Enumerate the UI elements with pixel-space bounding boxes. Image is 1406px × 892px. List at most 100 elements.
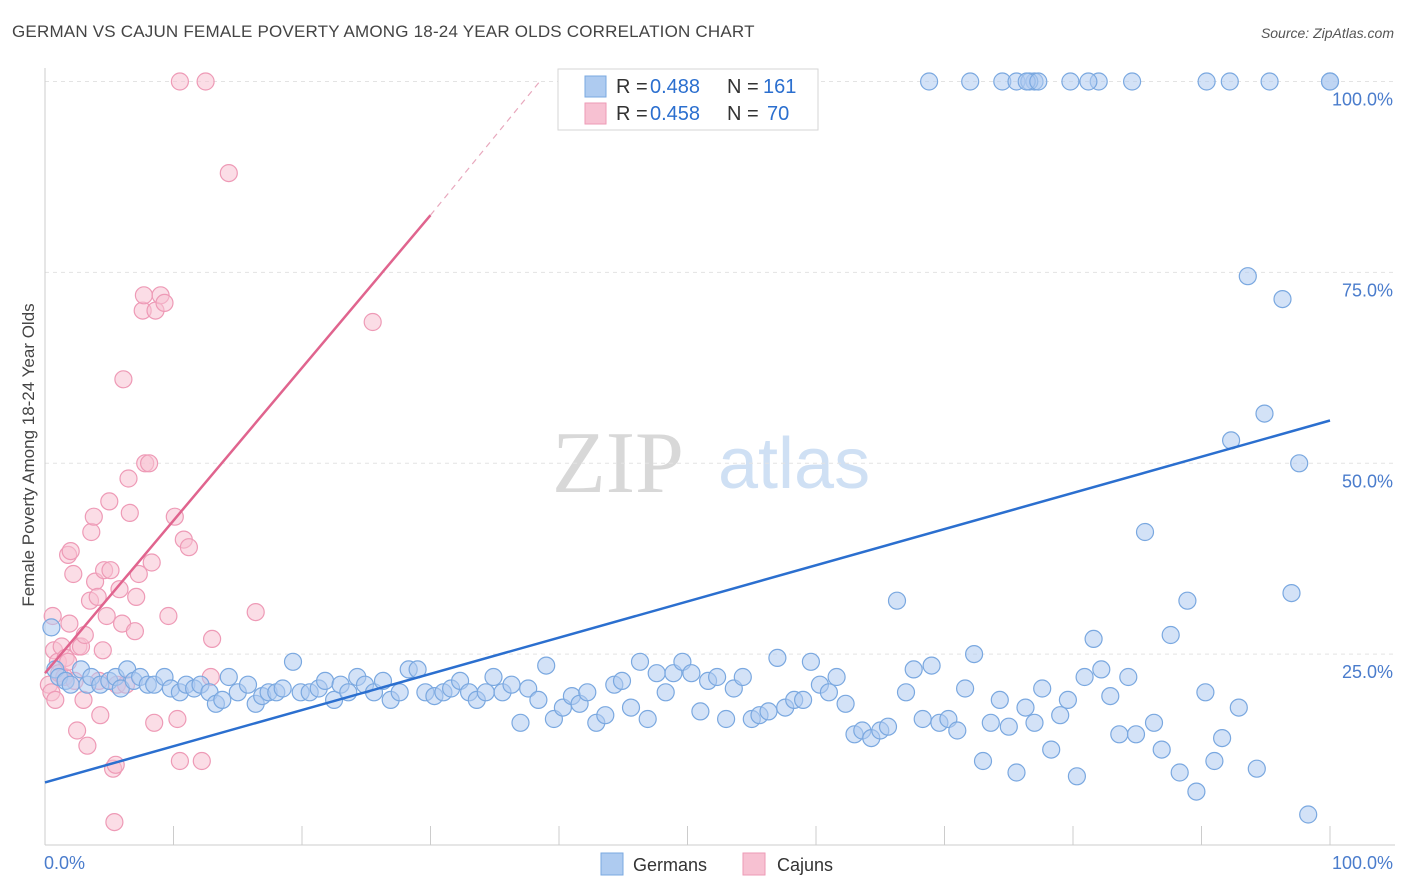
germans-point bbox=[273, 679, 292, 698]
cajuns-point bbox=[159, 606, 178, 626]
cajuns-point bbox=[179, 538, 198, 557]
germans-point bbox=[1025, 713, 1044, 732]
germans-point bbox=[961, 72, 980, 91]
cajuns-point bbox=[120, 503, 139, 523]
germans-point bbox=[1290, 454, 1309, 473]
cajuns-point bbox=[60, 614, 79, 633]
cajuns-point bbox=[170, 751, 189, 771]
grid-lines bbox=[45, 81, 1395, 655]
germans-point bbox=[904, 660, 923, 679]
germans-r-value: 0.488 bbox=[650, 76, 700, 98]
x-tick-label-max: 100.0% bbox=[1332, 853, 1393, 873]
germans-point bbox=[1058, 690, 1078, 710]
germans-point bbox=[896, 683, 916, 702]
germans-point bbox=[1187, 782, 1206, 801]
germans-point bbox=[656, 683, 675, 702]
cajuns-point bbox=[78, 736, 97, 755]
germans-point bbox=[981, 713, 1000, 732]
germans-point bbox=[1101, 686, 1120, 706]
y-axis-title: Female Poverty Among 18-24 Year Olds bbox=[19, 303, 38, 606]
legend-germans-label: Germans bbox=[633, 855, 707, 875]
germans-point bbox=[612, 671, 632, 691]
germans-point bbox=[1084, 629, 1103, 649]
germans-point bbox=[1161, 625, 1180, 645]
germans-point bbox=[283, 652, 303, 671]
cajuns-point bbox=[46, 690, 65, 710]
legend-cajuns-swatch bbox=[742, 852, 766, 876]
germans-point bbox=[1092, 660, 1111, 679]
stats-legend: R = 0.488 N = 161 R = 0.458 N = 70 bbox=[557, 68, 819, 131]
cajuns-point bbox=[142, 553, 161, 572]
germans-point bbox=[919, 72, 939, 91]
germans-point bbox=[913, 709, 932, 729]
germans-point bbox=[1152, 740, 1171, 759]
germans-point bbox=[1033, 679, 1052, 698]
cajuns-point bbox=[363, 312, 382, 332]
cajuns-point bbox=[219, 164, 238, 183]
germans-point bbox=[511, 713, 530, 732]
germans-point bbox=[1299, 805, 1318, 824]
cajuns-r-value: 0.458 bbox=[650, 103, 700, 125]
germans-n-label: N = bbox=[727, 76, 759, 98]
cajuns-point bbox=[170, 72, 189, 91]
germans-point bbox=[1042, 740, 1061, 759]
watermark-atlas: atlas bbox=[718, 424, 870, 504]
germans-point bbox=[733, 667, 752, 687]
cajuns-point bbox=[91, 706, 110, 725]
germans-point bbox=[238, 675, 258, 694]
germans-point bbox=[793, 690, 813, 710]
germans-point bbox=[316, 671, 335, 691]
germans-point bbox=[990, 690, 1009, 710]
germans-point bbox=[529, 690, 548, 710]
germans-point bbox=[1051, 706, 1070, 725]
germans-point bbox=[682, 664, 701, 683]
germans-point bbox=[42, 618, 61, 637]
cajuns-point bbox=[88, 587, 107, 607]
cajuns-n-label: N = bbox=[727, 103, 759, 125]
germans-point bbox=[1220, 72, 1239, 91]
germans-point bbox=[1144, 713, 1164, 732]
germans-point bbox=[1135, 522, 1155, 542]
chart-title: GERMAN VS CAJUN FEMALE POVERTY AMONG 18-… bbox=[12, 22, 755, 41]
germans-point bbox=[390, 683, 409, 702]
cajuns-point bbox=[119, 469, 138, 488]
germans-point bbox=[768, 648, 787, 668]
germans-point bbox=[1061, 72, 1080, 91]
cajuns-point bbox=[127, 587, 146, 607]
germans-point bbox=[887, 591, 907, 610]
germans-point bbox=[948, 721, 967, 740]
cajuns-point bbox=[100, 492, 119, 511]
y-tick-label: 25.0% bbox=[1342, 662, 1393, 682]
x-tick-labels: 0.0% 100.0% bbox=[44, 853, 1393, 873]
germans-point bbox=[213, 690, 232, 710]
germans-point bbox=[819, 683, 839, 702]
cajuns-point bbox=[155, 293, 174, 312]
germans-point bbox=[716, 709, 736, 729]
germans-point bbox=[964, 644, 984, 664]
germans-point bbox=[1238, 267, 1257, 286]
germans-point bbox=[484, 667, 503, 687]
cajuns-point bbox=[93, 641, 112, 660]
axes bbox=[44, 68, 1395, 846]
germans-point bbox=[1197, 72, 1216, 91]
germans-swatch bbox=[584, 75, 607, 98]
cajuns-point bbox=[64, 564, 83, 584]
germans-point bbox=[836, 694, 855, 713]
cajuns-point bbox=[125, 622, 144, 641]
germans-point bbox=[1255, 404, 1274, 423]
germans-point bbox=[1212, 728, 1232, 748]
cajuns-swatch bbox=[584, 102, 607, 125]
germans-point bbox=[621, 698, 641, 717]
germans-point bbox=[219, 667, 238, 687]
cajuns-point bbox=[97, 606, 116, 626]
germans-point bbox=[630, 652, 650, 671]
germans-r-label: R = bbox=[616, 76, 648, 98]
germans-points bbox=[42, 72, 1340, 824]
cajuns-point bbox=[74, 690, 93, 710]
germans-point bbox=[578, 683, 597, 702]
cajuns-point bbox=[168, 709, 187, 729]
germans-point bbox=[1170, 763, 1189, 782]
cajuns-point bbox=[101, 561, 120, 580]
trend-lines bbox=[44, 81, 1331, 784]
cajuns-point bbox=[67, 721, 87, 740]
